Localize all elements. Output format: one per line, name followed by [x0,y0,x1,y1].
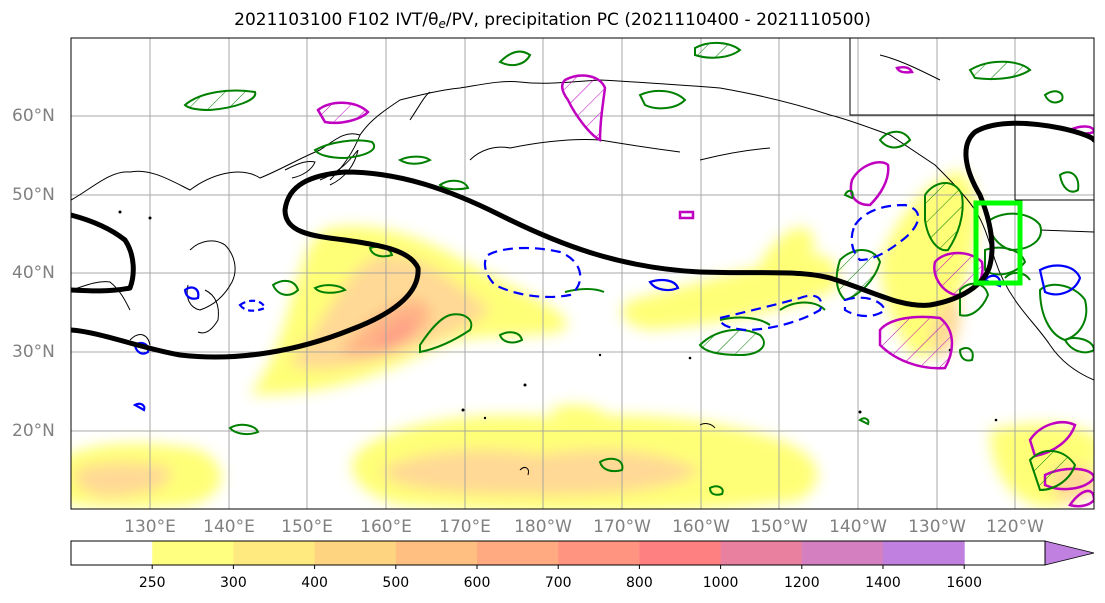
colorbar-tick-label: 1600 [946,575,983,591]
lon-label-170e: 170°E [439,517,491,537]
pv-positive-contours [183,42,1094,496]
lat-label-30n: 30°N [12,342,55,362]
map-title: 2021103100 F102 IVT/θe/PV, precipitation… [234,10,871,31]
lon-label-170w: 170°W [593,517,651,537]
colorbar-tick-label: 1400 [865,575,901,591]
colorbar [70,540,1095,569]
pv-negative-contours [132,203,1082,412]
lon-label-150w: 150°W [750,517,808,537]
colorbar-tick-label: 600 [463,575,491,591]
plot-frame [70,37,1095,510]
colorbar-tick-label: 250 [138,575,166,591]
lon-label-180w: 180°W [514,517,572,537]
colorbar-block [883,541,965,565]
colorbar-tick-label: 500 [382,575,410,591]
colorbar-block [314,541,397,565]
lon-label-130e: 130°E [124,517,176,537]
colorbar-block [71,541,153,565]
colorbar-extend-arrow [1044,540,1095,566]
colorbar-block [477,541,559,565]
lat-label-40n: 40°N [12,263,55,283]
colorbar-tick-label: 300 [220,575,247,591]
precip-pc-contours [316,65,1094,508]
map-plot-area [71,38,1094,509]
colorbar-tick-label: 700 [544,575,572,591]
lon-label-160w: 160°W [672,517,730,537]
lon-label-130w: 130°W [908,517,966,537]
theta-e-contour [71,120,1094,360]
colorbar-block [395,541,478,565]
colorbar-tick-label: 1000 [702,575,739,591]
colorbar-block [639,541,722,565]
lon-label-150e: 150°E [281,517,333,537]
lon-label-140w: 140°W [829,517,887,537]
lon-label-120w: 120°W [986,517,1044,537]
target-region-box [973,200,1023,286]
lat-label-60n: 60°N [12,106,55,126]
colorbar-block [233,541,316,565]
colorbar-block [801,541,884,565]
colorbar-block [152,541,234,565]
lat-label-50n: 50°N [12,185,55,205]
colorbar-frame [70,540,1046,566]
lon-label-140e: 140°E [203,517,255,537]
colorbar-tick-label: 400 [301,575,328,591]
lat-label-20n: 20°N [12,421,55,441]
colorbar-tick-label: 1200 [783,575,820,591]
colorbar-block [558,541,640,565]
coastlines [71,38,1094,476]
lon-label-160e: 160°E [360,517,412,537]
colorbar-tick-label: 800 [626,575,653,591]
colorbar-block [720,541,803,565]
